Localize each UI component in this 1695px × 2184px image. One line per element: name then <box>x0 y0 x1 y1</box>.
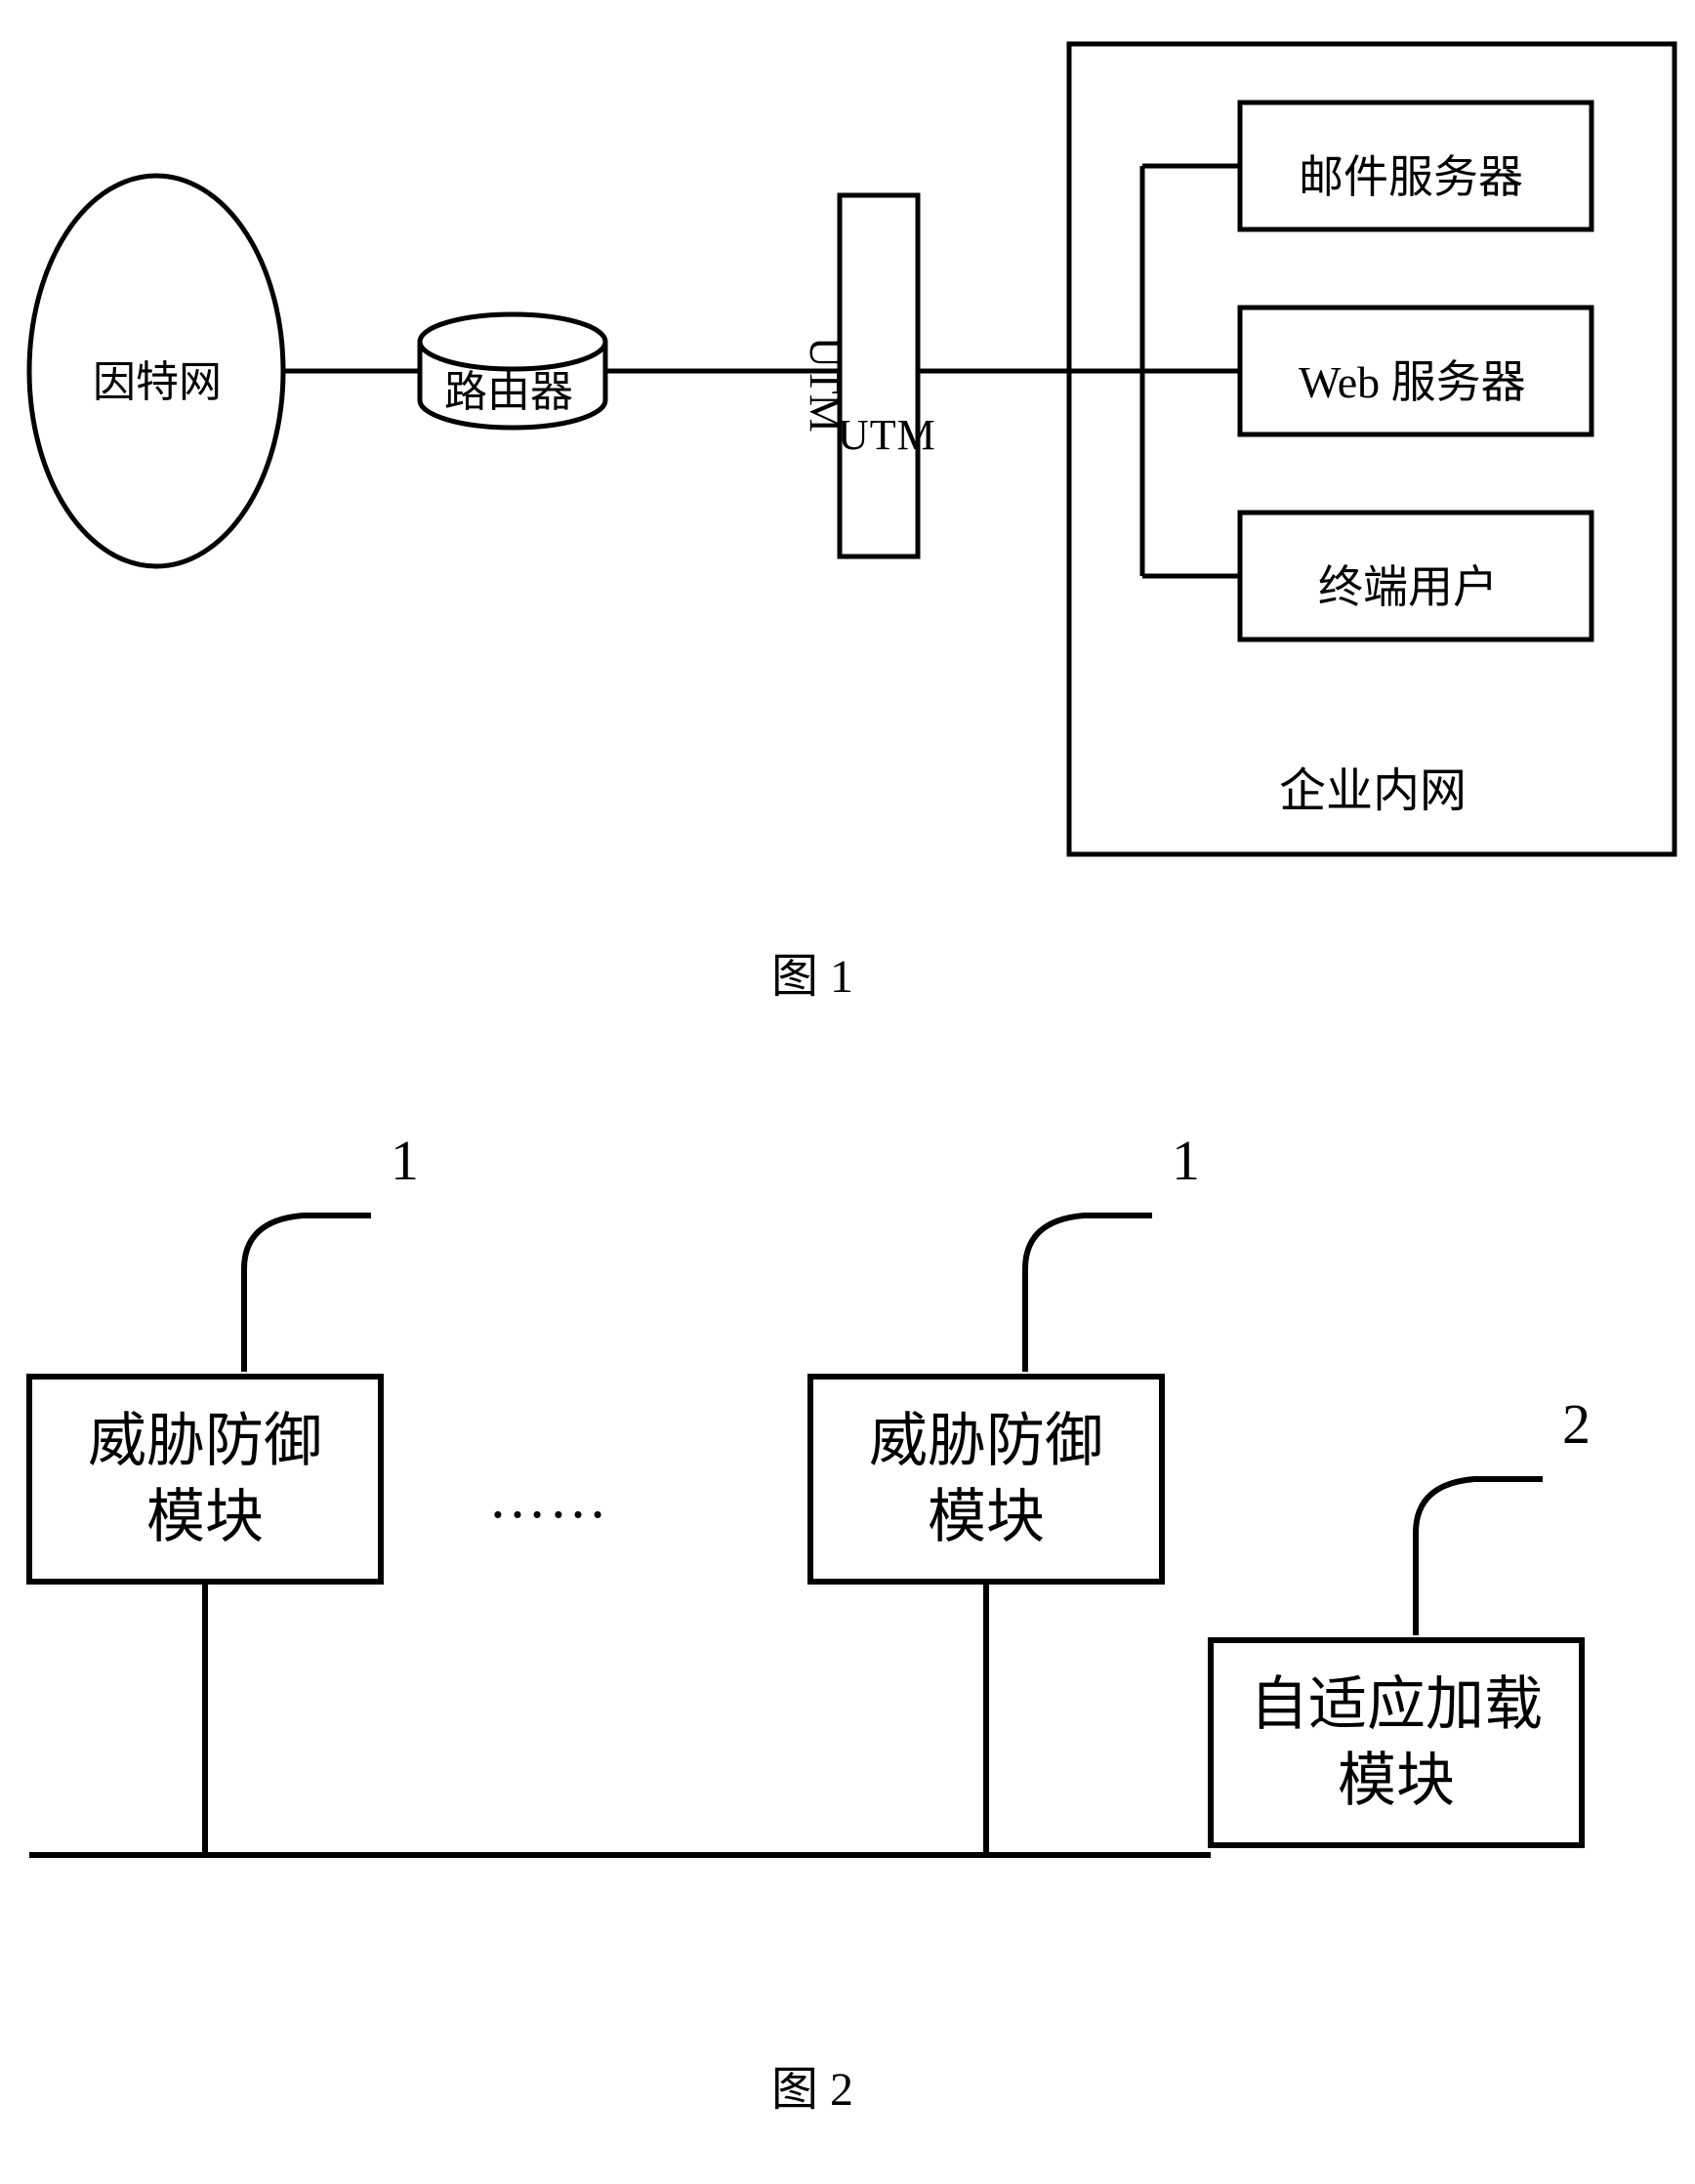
mail-server-label: 邮件服务器 <box>1299 142 1523 206</box>
threat-module-right-label: 威胁防御模块 <box>849 1403 1123 1555</box>
utm-box <box>840 195 918 556</box>
utm-label: UTM <box>838 410 921 460</box>
utm-label-rotated: UTM <box>800 337 849 433</box>
web-server-label: Web 服务器 <box>1299 347 1526 411</box>
threat-module-right-container: 威胁防御模块 <box>810 1377 1162 1582</box>
adaptive-module-label: 自适应加载模块 <box>1250 1667 1543 1819</box>
adaptive-module-container: 自适应加载模块 <box>1211 1640 1582 1845</box>
intranet-label: 企业内网 <box>1279 752 1467 820</box>
callout-right <box>1025 1216 1152 1372</box>
callout-1-left: 1 <box>391 1128 419 1193</box>
callout-2: 2 <box>1562 1391 1591 1457</box>
callout-adaptive <box>1416 1479 1543 1635</box>
callout-left <box>244 1216 371 1372</box>
internet-label: 因特网 <box>93 347 222 409</box>
figure-1-caption: 图 1 <box>771 937 853 1006</box>
threat-module-left-container: 威胁防御模块 <box>29 1377 381 1582</box>
ellipsis-label: …… <box>488 1464 609 1532</box>
figure-2-caption: 图 2 <box>771 2050 853 2119</box>
callout-1-right: 1 <box>1172 1128 1200 1193</box>
threat-module-left-label: 威胁防御模块 <box>68 1403 342 1555</box>
diagram-container: 因特网 路由器 UTM UTM 邮件服务器 Web 服务器 终端用户 企业内网 … <box>0 0 1695 2184</box>
terminal-user-label: 终端用户 <box>1318 552 1498 616</box>
router-label: 路由器 <box>444 356 573 419</box>
